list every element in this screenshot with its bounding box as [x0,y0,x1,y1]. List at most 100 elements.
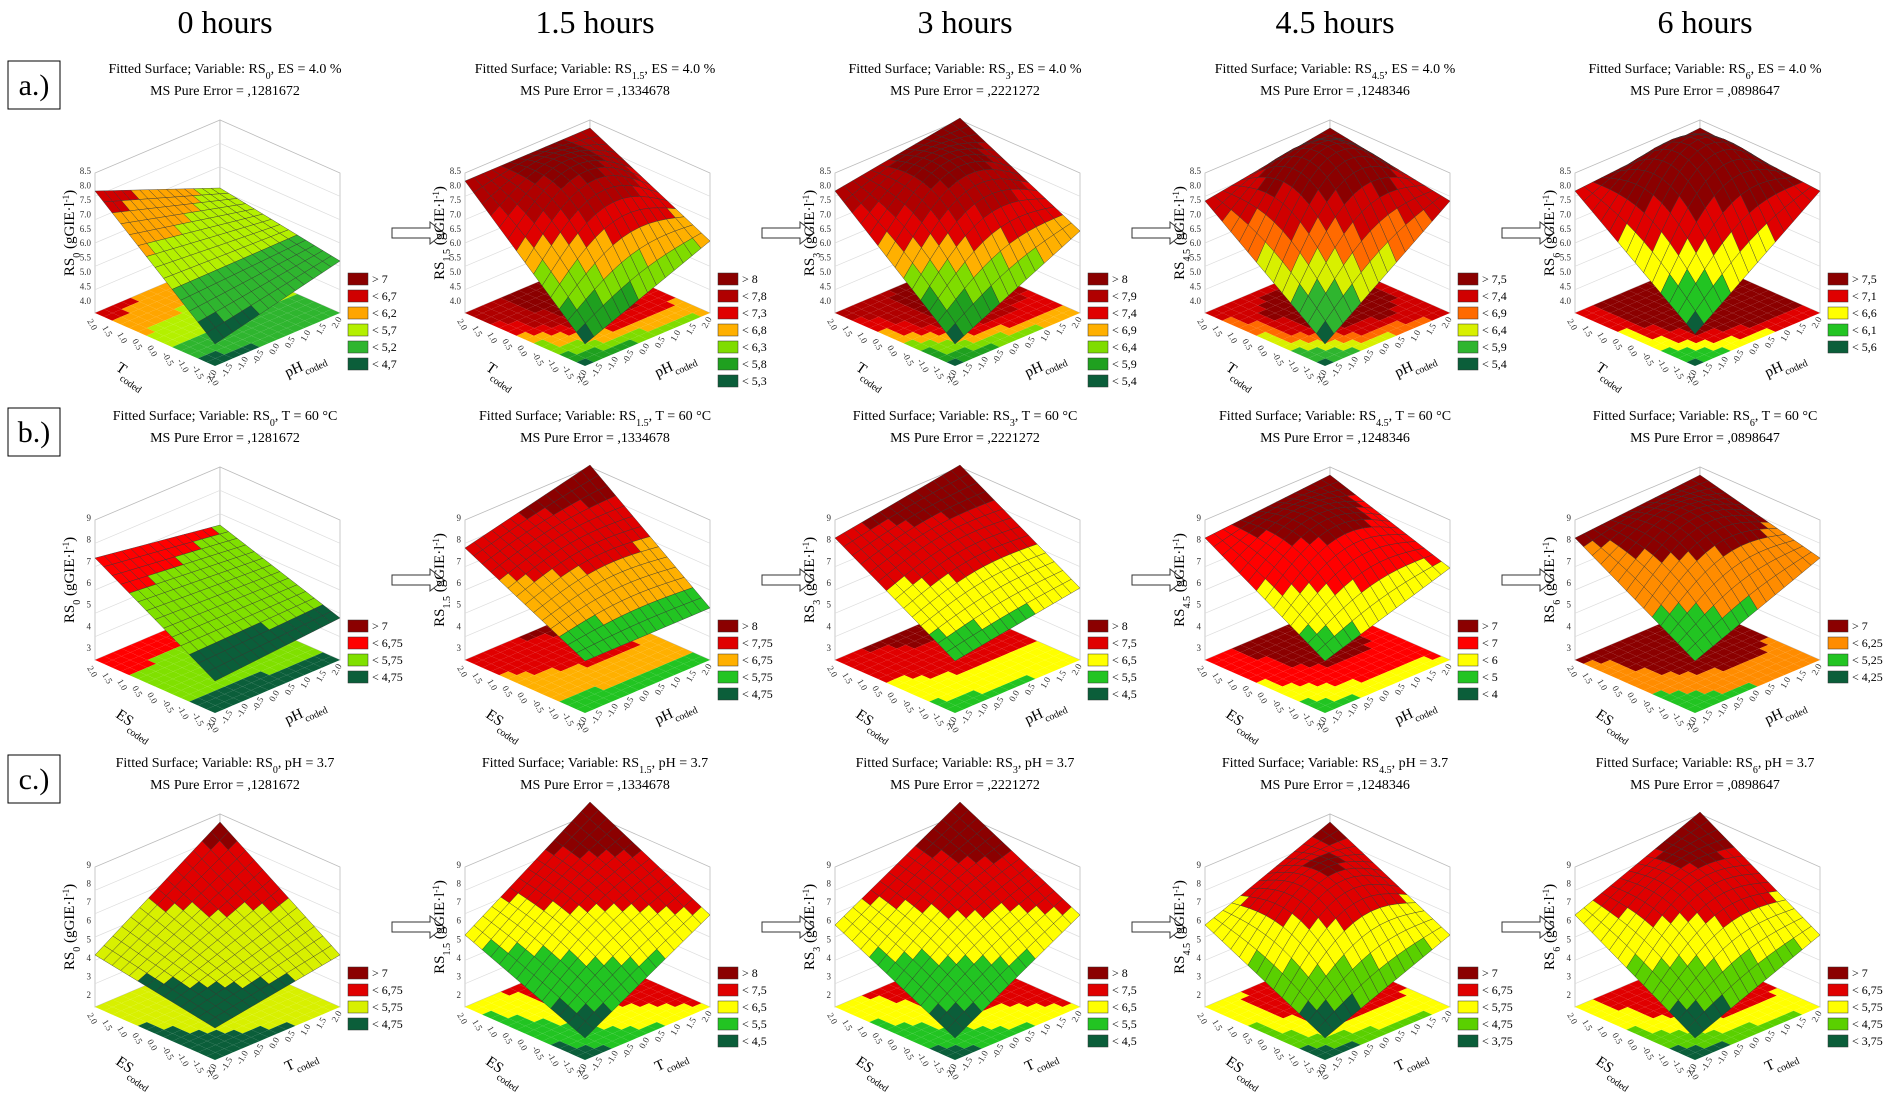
z-unit-close: ) [1542,537,1558,542]
legend-label: < 4,75 [372,670,403,684]
legend-swatch [1458,637,1478,649]
x-tick-label: 1.5 [100,671,115,686]
legend-swatch [1088,688,1108,700]
legend-swatch [1458,273,1478,285]
legend-swatch [718,654,738,666]
legend-swatch [718,341,738,353]
legend-swatch [348,620,368,632]
z-tick-label: 8.0 [1190,180,1202,190]
legend-swatch [1458,671,1478,683]
z-tick-label: 4.0 [450,296,462,306]
z-unit-exp: -1 [431,538,441,546]
panel-title: Fitted Surface; Variable: RS0, T = 60 °C [113,409,338,429]
z-tick-label: 9 [1567,513,1572,523]
z-axis-label: RS4.5 (gGIE·l-1) [1171,533,1193,627]
x-tick-label: -0.5 [1640,350,1656,368]
x-tick-label: 0.5 [500,684,515,699]
x-axis-label: Tcoded [850,360,889,396]
ms-lead: MS Pure Error = [150,431,247,446]
z-unit-exp: -1 [1171,538,1181,546]
row-label: b.) [18,416,51,449]
z-unit: (gGIE·l [1542,549,1558,599]
x-tick-label: -0.5 [530,350,546,368]
z-tick-label: 5.0 [80,267,92,277]
z-tick-label: 8.0 [820,180,832,190]
ms-lead: MS Pure Error = [890,84,987,99]
y-tick-label: 0.5 [1763,334,1778,349]
legend-swatch [718,688,738,700]
legend-label: > 7,5 [1852,272,1877,286]
y-tick-label: -1.5 [219,708,235,726]
panel-subtitle: MS Pure Error = ,1281672 [150,778,300,793]
legend-swatch [348,341,368,353]
legend-label: < 4,25 [1852,670,1883,684]
x-tick-label: 0.0 [1625,691,1640,706]
z-variable: RS [62,258,78,276]
z-variable: RS [1172,609,1188,627]
y-tick-label: -1.0 [1344,701,1360,719]
x-tick-label: 1.5 [840,671,855,686]
legend-swatch [1458,324,1478,336]
legend-label: > 7 [372,272,388,286]
z-variable: RS [1172,262,1188,280]
y-tick-label: 2.0 [1069,315,1084,330]
x-tick-label: -1.0 [1655,704,1671,722]
title-variable: RS [1733,409,1750,424]
legend-swatch [1088,375,1108,387]
z-unit-close: ) [62,190,78,195]
title-condition: , ES = 4.0 % [1384,62,1455,77]
z-tick-label: 6.5 [1190,224,1202,234]
x-tick-label: 0.0 [145,344,160,359]
z-unit-exp: -1 [431,191,441,199]
legend-swatch [1088,358,1108,370]
x-tick-label: 2.0 [825,664,840,679]
y-tick-label: 2.0 [329,662,344,677]
z-subscript: 1.5 [442,596,453,609]
y-tick-label: -0.5 [620,695,636,713]
y-label-sub: coded [1783,704,1809,724]
legend-swatch [1458,358,1478,370]
z-tick-label: 8.5 [1190,166,1202,176]
z-tick-label: 9 [87,513,92,523]
y-tick-label: 0.0 [1747,688,1762,703]
legend-swatch [718,273,738,285]
y-label-sub: coded [303,357,329,377]
x-label-sub: coded [124,724,150,747]
legend-label: < 6 [1482,653,1498,667]
x-tick-label: 1.5 [1580,671,1595,686]
y-tick-label: 1.0 [298,328,313,343]
legend-swatch [1458,688,1478,700]
y-label-main: pH [1392,359,1416,381]
z-tick-label: 7.0 [450,209,462,219]
z-tick-label: 4 [457,621,462,631]
legend-swatch [718,620,738,632]
z-unit-close: ) [1172,533,1188,538]
legend-label: < 5,75 [372,653,403,667]
y-tick-label: 1.0 [1038,328,1053,343]
z-tick-label: 5.0 [1560,267,1572,277]
x-tick-label: 0.5 [500,337,515,352]
y-tick-label: 0.0 [637,341,652,356]
x-tick-label: 1.0 [485,330,500,345]
z-tick-label: 6 [827,578,832,588]
x-axis-label: EScoded [110,707,156,748]
z-tick-label: 7.5 [1560,195,1572,205]
z-tick-label: 4 [1567,621,1572,631]
panel-title: Fitted Surface; Variable: RS1.5, T = 60 … [479,409,711,429]
legend-label: < 5,25 [1852,653,1883,667]
y-tick-label: 0.0 [637,688,652,703]
title-variable: RS [993,409,1010,424]
x-tick-label: 0.0 [145,691,160,706]
y-tick-label: 1.0 [1778,328,1793,343]
x-tick-label: 0.5 [1240,337,1255,352]
z-tick-label: 8.0 [1560,180,1572,190]
z-tick-label: 6.5 [820,224,832,234]
z-tick-label: 9 [457,513,462,523]
y-tick-label: 0.0 [1007,341,1022,356]
y-axis-label: pHcoded [1022,349,1069,385]
y-tick-label: -0.5 [1730,348,1746,366]
z-tick-label: 8 [457,535,462,545]
z-tick-label: 3 [827,643,832,653]
z-variable: RS [802,605,818,623]
z-tick-label: 4.5 [1190,282,1202,292]
